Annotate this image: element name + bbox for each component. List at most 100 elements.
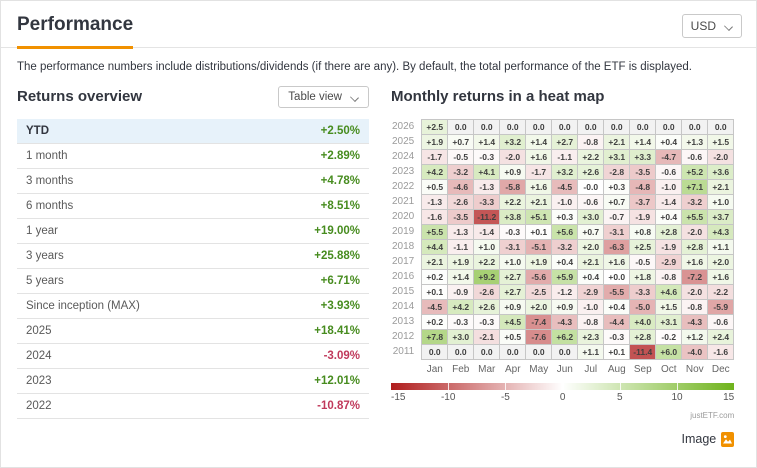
heatmap-cell: +0.3	[551, 208, 579, 225]
table-view-select[interactable]: Table view	[278, 85, 369, 108]
heatmap-body: 2026 +2.5 0.0 0.0 0.0 0.0 0.0 0.0 0.0 0.0 0.0 0.0 0.…	[391, 118, 735, 376]
returns-row: YTD +2.50%	[17, 118, 369, 144]
heatmap-cell: -0.0	[577, 178, 605, 195]
heatmap-cell: -1.7	[421, 148, 449, 165]
heatmap-cell: +2.0	[525, 298, 553, 315]
month-label: Jun	[556, 363, 573, 375]
period-value: +3.93%	[320, 299, 360, 312]
heatmap-cell: +0.4	[603, 298, 631, 315]
heatmap-cell: 0.0	[447, 343, 475, 360]
heatmap-cell: +5.1	[525, 208, 553, 225]
year-label: 2011	[392, 346, 415, 358]
heatmap-row: 2015 +0.1 -0.9 -2.6 +2.7 -2.5 -1.2 -2.9 -5.5 -3.3…	[391, 283, 735, 300]
heatmap-cell: 0.0	[551, 343, 579, 360]
legend-divider	[562, 382, 564, 390]
heatmap-cell: -1.1	[447, 238, 475, 255]
heatmap-cell: +2.7	[499, 268, 527, 285]
period-value: +4.78%	[320, 174, 360, 187]
month-label: Aug	[607, 363, 626, 375]
year-label: 2019	[392, 226, 415, 238]
heatmap-cell: +3.2	[551, 163, 579, 180]
heatmap-cell: -7.2	[681, 268, 709, 285]
heatmap-cell: -2.6	[473, 283, 501, 300]
heatmap-row: 2023 +4.2 -3.2 +4.1 +0.9 -1.7 +3.2 +2.6 -2.8 -3.5…	[391, 163, 735, 180]
heatmap-row: 2012 +7.8 +3.0 -2.1 +0.5 -7.6 +6.2 +2.3 -0.3 +2.8…	[391, 328, 735, 345]
heatmap-header: Monthly returns in a heat map	[391, 84, 742, 110]
heatmap-cell: +0.1	[421, 283, 449, 300]
period-value: -10.87%	[317, 399, 360, 412]
period-label: 2024	[26, 349, 52, 362]
currency-select[interactable]: USD	[681, 14, 742, 38]
heatmap-cell: +2.1	[603, 133, 631, 150]
heatmap-cell: -2.9	[577, 283, 605, 300]
heatmap-cell: -0.6	[655, 163, 683, 180]
heatmap-cell: -1.0	[655, 178, 683, 195]
heatmap-cell: -1.6	[421, 208, 449, 225]
heatmap-cell: -1.1	[551, 148, 579, 165]
returns-overview-title: Returns overview	[17, 88, 143, 106]
heatmap-cell: -1.0	[577, 298, 605, 315]
period-value: -3.09%	[323, 349, 360, 362]
heatmap-cell: -1.3	[473, 178, 501, 195]
heatmap-cell: -1.0	[551, 193, 579, 210]
heatmap-cell: +3.1	[603, 148, 631, 165]
heatmap-cell: +4.6	[655, 283, 683, 300]
heatmap-cell: 0.0	[707, 118, 735, 135]
heatmap-cell: -5.6	[525, 268, 553, 285]
heatmap-cell: +3.1	[655, 313, 683, 330]
heatmap-row: 2024 -1.7 -0.5 -0.3 -2.0 +1.6 -1.1 +2.2 +3.1 +3.3…	[391, 148, 735, 165]
period-value: +12.01%	[314, 374, 360, 387]
heatmap-row: 2016 +0.2 +1.4 +9.2 +2.7 -5.6 +5.9 +0.4 +0.0 +1.8…	[391, 268, 735, 285]
heatmap-cell: +2.0	[577, 238, 605, 255]
heatmap-cell: -0.3	[473, 148, 501, 165]
heatmap-cell: -1.2	[551, 283, 579, 300]
heatmap-month-row: Jan Feb Mar Apr May Jun Jul Aug Sep Oct Nov Dec	[391, 359, 734, 376]
heatmap-cell: 0.0	[525, 118, 553, 135]
heatmap-cell: -0.5	[447, 148, 475, 165]
heatmap-cell: +2.8	[629, 328, 657, 345]
heatmap-cell: -0.3	[499, 223, 527, 240]
heatmap-cell: +1.3	[681, 133, 709, 150]
heatmap-cell: +2.7	[551, 133, 579, 150]
year-label: 2012	[392, 331, 415, 343]
period-label: 3 months	[26, 174, 74, 187]
heatmap-cell: -0.8	[655, 268, 683, 285]
legend-tick-label: 0	[559, 391, 566, 403]
heatmap-row: 2019 +5.5 -1.3 -1.4 -0.3 +0.1 +5.6 +0.7 -3.1 +0.8…	[391, 223, 735, 240]
heatmap-cell: 0.0	[499, 118, 527, 135]
legend-tick-label: 5	[617, 391, 623, 403]
heatmap-cell: -0.8	[577, 133, 605, 150]
returns-row: 3 months +4.78%	[17, 168, 369, 194]
heatmap-cell: +0.9	[499, 298, 527, 315]
legend-divider	[677, 382, 679, 390]
year-label: 2026	[392, 121, 415, 133]
heatmap-cell: -4.6	[447, 178, 475, 195]
heatmap-cell: +0.4	[655, 133, 683, 150]
heatmap-cell: -3.3	[473, 193, 501, 210]
period-value: +2.89%	[320, 149, 360, 162]
heatmap-cell: +2.8	[655, 223, 683, 240]
heatmap-cell: +4.3	[707, 223, 735, 240]
heatmap-cell: +2.1	[525, 193, 553, 210]
heatmap-cell: +3.8	[499, 208, 527, 225]
heatmap-cell: 0.0	[421, 343, 449, 360]
heatmap-cell: 0.0	[551, 118, 579, 135]
period-label: 6 months	[26, 199, 74, 212]
heatmap-cell: -3.5	[629, 163, 657, 180]
heatmap-cell: +7.1	[681, 178, 709, 195]
legend-tick-label: -5	[500, 391, 510, 403]
heatmap-cell: -5.1	[525, 238, 553, 255]
download-image-button[interactable]: Image	[391, 431, 735, 447]
heatmap-cell: +5.2	[681, 163, 709, 180]
chevron-down-icon	[725, 22, 733, 30]
table-view-select-value: Table view	[288, 90, 342, 103]
heatmap-cell: +3.0	[447, 328, 475, 345]
period-label: 2025	[26, 324, 52, 337]
heatmap-cell: +2.6	[473, 298, 501, 315]
legend-tick-label: 10	[671, 391, 683, 403]
heatmap-row: 2011 0.0 0.0 0.0 0.0 0.0 0.0 +1.1 +0.1 -11.4 +6.0-…	[391, 343, 735, 360]
heatmap-cell: -5.5	[603, 283, 631, 300]
heatmap-cell: -0.3	[603, 328, 631, 345]
heatmap-cell: +0.2	[421, 313, 449, 330]
